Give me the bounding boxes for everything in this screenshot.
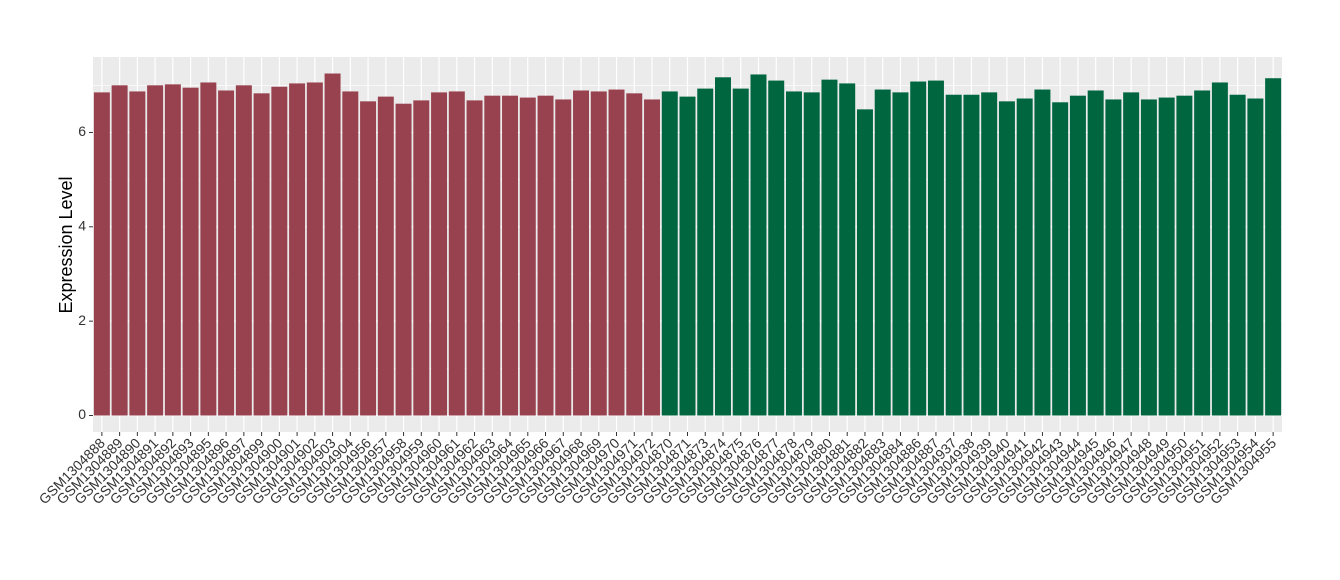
bar <box>324 73 341 416</box>
bar <box>306 82 323 416</box>
bar <box>679 96 696 416</box>
bar <box>573 90 590 416</box>
bar <box>1229 94 1246 416</box>
bar <box>466 100 483 416</box>
bar <box>253 93 270 416</box>
bar <box>1069 95 1086 416</box>
bar <box>608 89 625 416</box>
bar <box>271 86 288 416</box>
bar <box>502 95 519 416</box>
bar <box>768 80 785 416</box>
y-tick-label: 0 <box>78 406 86 422</box>
bar <box>892 92 909 416</box>
bar <box>484 95 501 416</box>
bar <box>395 103 412 416</box>
bar <box>519 97 536 416</box>
bar <box>856 109 873 416</box>
bar <box>1158 97 1175 416</box>
bar <box>129 91 146 416</box>
bar <box>1265 78 1282 416</box>
y-tick-label: 6 <box>78 123 86 139</box>
bar <box>182 87 199 416</box>
bar <box>1140 99 1157 416</box>
bar <box>147 85 164 416</box>
bar <box>537 95 554 416</box>
bar <box>1016 98 1033 416</box>
bar <box>200 82 217 416</box>
bar <box>1034 89 1051 416</box>
bar <box>785 91 802 416</box>
bar <box>715 77 731 416</box>
bar <box>697 88 714 416</box>
bar <box>1105 99 1122 416</box>
bar <box>555 99 572 416</box>
bar <box>644 99 660 416</box>
bar <box>431 92 448 416</box>
y-axis-title: Expression Level <box>56 176 76 313</box>
bar <box>111 85 128 416</box>
bar <box>626 93 643 416</box>
y-tick-label: 4 <box>78 218 86 234</box>
bar <box>963 94 980 416</box>
bar <box>360 101 377 416</box>
bar <box>874 89 891 416</box>
bar <box>218 90 235 416</box>
bar <box>1087 90 1104 416</box>
bar <box>590 91 607 416</box>
bar <box>164 84 181 416</box>
bar <box>93 92 110 416</box>
bar <box>235 85 252 416</box>
bar <box>448 91 465 416</box>
bar <box>981 92 998 416</box>
bar <box>945 94 962 416</box>
bar <box>413 100 430 416</box>
y-tick-label: 2 <box>78 312 86 328</box>
bar <box>1123 92 1140 416</box>
bar <box>1211 82 1228 416</box>
bar <box>910 81 927 416</box>
bar <box>377 96 394 416</box>
bar <box>839 83 856 416</box>
bar <box>1247 98 1264 416</box>
bar <box>821 79 838 416</box>
bar <box>1194 90 1211 416</box>
bar <box>1176 95 1193 416</box>
bar <box>732 88 749 416</box>
bar <box>1052 102 1069 416</box>
bar <box>803 92 820 416</box>
bar <box>750 74 767 416</box>
bar <box>927 80 944 416</box>
bar <box>661 91 678 416</box>
bar <box>998 101 1015 416</box>
bar <box>342 91 359 416</box>
bar <box>289 83 306 416</box>
